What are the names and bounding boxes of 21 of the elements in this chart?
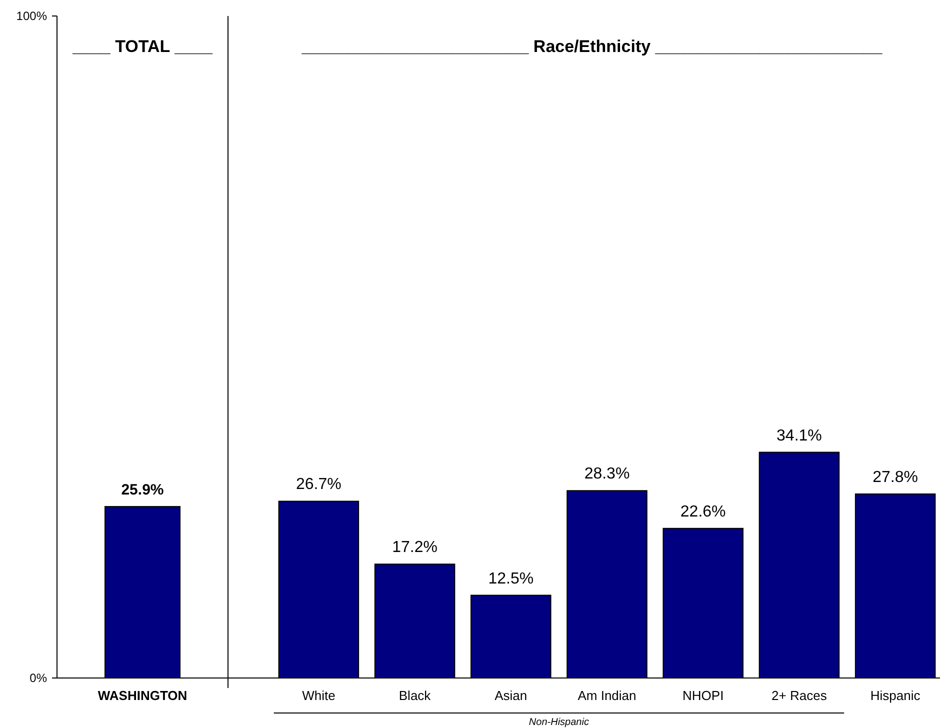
data-label: 26.7% [296, 476, 342, 494]
x-tick-label: Am Indian [578, 688, 636, 703]
data-label: 34.1% [776, 427, 822, 444]
x-tick-label: 2+ Races [772, 688, 828, 703]
data-label: 12.5% [488, 570, 534, 588]
text: Non-Hispanic [528, 717, 589, 728]
x-tick-label: Black [398, 688, 432, 703]
data-label: 28.3% [584, 466, 630, 483]
x-tick-label: White [302, 688, 336, 703]
annotation: ________________________ Race/Ethnicity ________________________ [300, 37, 883, 56]
x-tick-label: NHOPI [682, 688, 724, 703]
data-label: 22.6% [680, 503, 726, 520]
annotation: ____ TOTAL ____ [72, 37, 213, 56]
y-tick-label: 100% [16, 9, 48, 24]
x-tick-label: Asian [494, 688, 528, 703]
y-tick-label: 0% [30, 671, 48, 686]
data-label: 27.8% [872, 468, 918, 486]
data-label: 17.2% [392, 539, 438, 556]
x-tick-label: Hispanic [870, 688, 921, 703]
data-label: 25.9% [121, 482, 164, 499]
x-tick-label: WASHINGTON [98, 688, 188, 703]
